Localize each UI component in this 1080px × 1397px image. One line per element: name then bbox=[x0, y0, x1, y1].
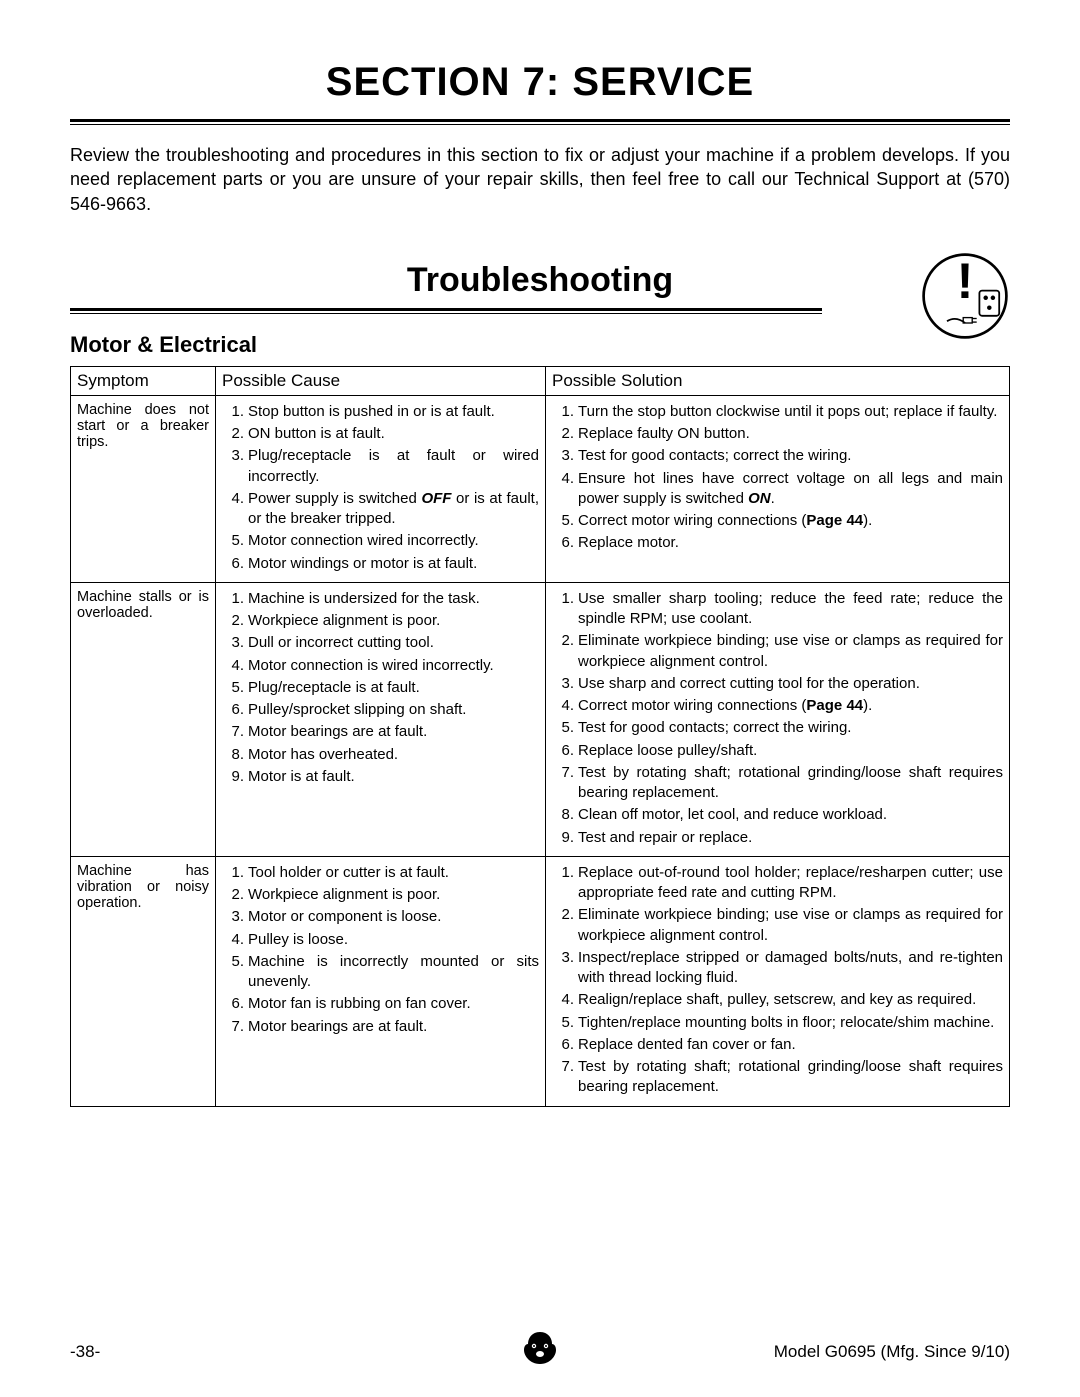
list-item: Eliminate workpiece binding; use vise or… bbox=[552, 905, 1003, 946]
list-item: Plug/receptacle is at fault or wired inc… bbox=[222, 446, 539, 487]
solution-cell: Turn the stop button clockwise until it … bbox=[546, 395, 1010, 582]
list-item: Test by rotating shaft; rotational grind… bbox=[552, 763, 1003, 804]
list-item: Replace loose pulley/shaft. bbox=[552, 741, 1003, 761]
list-item: Motor connection is wired incorrectly. bbox=[222, 656, 539, 676]
subsection-title: Troubleshooting bbox=[70, 261, 1010, 308]
list-item: Machine is undersized for the task. bbox=[222, 589, 539, 609]
list-item: Machine is incorrectly mounted or sits u… bbox=[222, 952, 539, 993]
table-row: Machine does not start or a breaker trip… bbox=[71, 395, 1010, 582]
svg-text:!: ! bbox=[957, 252, 974, 309]
rule-thick bbox=[70, 119, 1010, 122]
list-item: Pulley is loose. bbox=[222, 930, 539, 950]
list-item: ON button is at fault. bbox=[222, 424, 539, 444]
model-info: Model G0695 (Mfg. Since 9/10) bbox=[774, 1342, 1010, 1362]
solution-cell: Replace out-of-round tool holder; replac… bbox=[546, 856, 1010, 1106]
list-item: Motor connection wired incorrectly. bbox=[222, 531, 539, 551]
list-item: Clean off motor, let cool, and reduce wo… bbox=[552, 805, 1003, 825]
list-item: Stop button is pushed in or is at fault. bbox=[222, 402, 539, 422]
list-item: Correct motor wiring connections (Page 4… bbox=[552, 696, 1003, 716]
table-row: Machine stalls or is overloaded.Machine … bbox=[71, 582, 1010, 856]
list-item: Use sharp and correct cutting tool for t… bbox=[552, 674, 1003, 694]
section-title: SECTION 7: SERVICE bbox=[70, 60, 1010, 119]
list-item: Test and repair or replace. bbox=[552, 828, 1003, 848]
solution-cell: Use smaller sharp tooling; reduce the fe… bbox=[546, 582, 1010, 856]
symptom-cell: Machine does not start or a breaker trip… bbox=[71, 395, 216, 582]
list-item: Tighten/replace mounting bolts in floor;… bbox=[552, 1013, 1003, 1033]
bear-logo-icon bbox=[520, 1328, 560, 1368]
symptom-cell: Machine stalls or is overloaded. bbox=[71, 582, 216, 856]
rule-thick bbox=[70, 308, 822, 311]
list-item: Realign/replace shaft, pulley, setscrew,… bbox=[552, 990, 1003, 1010]
table-row: Machine has vibration or noisy operation… bbox=[71, 856, 1010, 1106]
list-item: Use smaller sharp tooling; reduce the fe… bbox=[552, 589, 1003, 630]
list-item: Dull or incorrect cutting tool. bbox=[222, 633, 539, 653]
list-item: Pulley/sprocket slipping on shaft. bbox=[222, 700, 539, 720]
page-number: -38- bbox=[70, 1342, 100, 1362]
rule-thin bbox=[70, 313, 822, 314]
cause-cell: Stop button is pushed in or is at fault.… bbox=[216, 395, 546, 582]
list-item: Eliminate workpiece binding; use vise or… bbox=[552, 631, 1003, 672]
list-item: Correct motor wiring connections (Page 4… bbox=[552, 511, 1003, 531]
category-heading: Motor & Electrical bbox=[70, 332, 1010, 358]
list-item: Replace motor. bbox=[552, 533, 1003, 553]
cause-cell: Tool holder or cutter is at fault.Workpi… bbox=[216, 856, 546, 1106]
list-item: Motor bearings are at fault. bbox=[222, 1017, 539, 1037]
list-item: Test for good contacts; correct the wiri… bbox=[552, 718, 1003, 738]
list-item: Test for good contacts; correct the wiri… bbox=[552, 446, 1003, 466]
intro-paragraph: Review the troubleshooting and procedure… bbox=[70, 143, 1010, 216]
list-item: Tool holder or cutter is at fault. bbox=[222, 863, 539, 883]
header-cause: Possible Cause bbox=[216, 366, 546, 395]
list-item: Test by rotating shaft; rotational grind… bbox=[552, 1057, 1003, 1098]
list-item: Turn the stop button clockwise until it … bbox=[552, 402, 1003, 422]
list-item: Power supply is switched OFF or is at fa… bbox=[222, 489, 539, 530]
header-symptom: Symptom bbox=[71, 366, 216, 395]
list-item: Motor fan is rubbing on fan cover. bbox=[222, 994, 539, 1014]
list-item: Workpiece alignment is poor. bbox=[222, 611, 539, 631]
list-item: Inspect/replace stripped or damaged bolt… bbox=[552, 948, 1003, 989]
list-item: Motor is at fault. bbox=[222, 767, 539, 787]
list-item: Motor has overheated. bbox=[222, 745, 539, 765]
list-item: Replace faulty ON button. bbox=[552, 424, 1003, 444]
troubleshooting-table: Symptom Possible Cause Possible Solution… bbox=[70, 366, 1010, 1107]
electrical-warning-icon: ! bbox=[920, 251, 1010, 341]
list-item: Motor bearings are at fault. bbox=[222, 722, 539, 742]
rule-thin bbox=[70, 124, 1010, 125]
list-item: Workpiece alignment is poor. bbox=[222, 885, 539, 905]
page-footer: -38- Model G0695 (Mfg. Since 9/10) bbox=[70, 1342, 1010, 1362]
header-solution: Possible Solution bbox=[546, 366, 1010, 395]
list-item: Plug/receptacle is at fault. bbox=[222, 678, 539, 698]
list-item: Motor or component is loose. bbox=[222, 907, 539, 927]
list-item: Ensure hot lines have correct voltage on… bbox=[552, 469, 1003, 510]
list-item: Replace dented fan cover or fan. bbox=[552, 1035, 1003, 1055]
list-item: Replace out-of-round tool holder; replac… bbox=[552, 863, 1003, 904]
cause-cell: Machine is undersized for the task.Workp… bbox=[216, 582, 546, 856]
list-item: Motor windings or motor is at fault. bbox=[222, 554, 539, 574]
symptom-cell: Machine has vibration or noisy operation… bbox=[71, 856, 216, 1106]
